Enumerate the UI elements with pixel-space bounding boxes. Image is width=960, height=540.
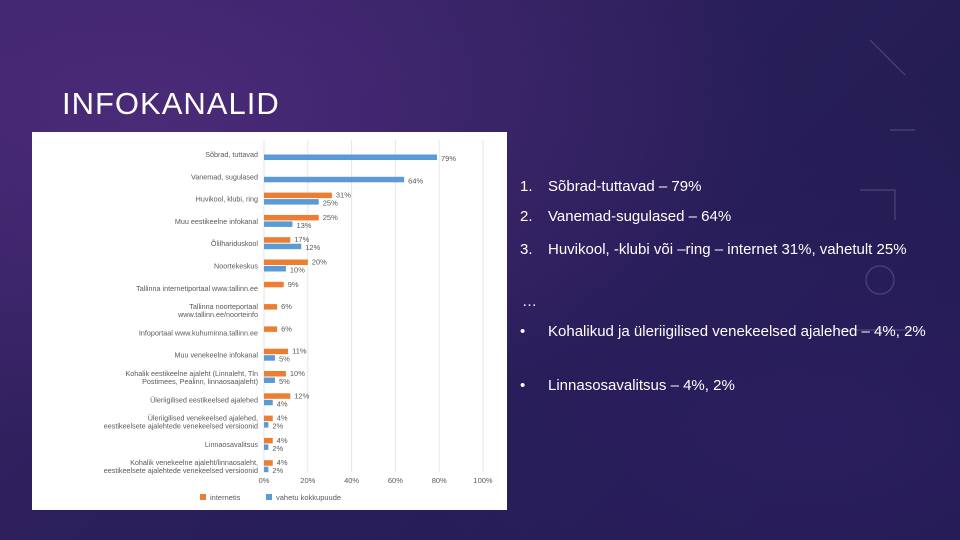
category-label: Noortekeskus [214,262,258,271]
x-tick-label: 100% [473,476,493,485]
bar-vahetu [264,399,273,406]
category-label: Üleriigilised venekeelsed ajalehed, eesti… [104,414,258,431]
x-tick-label: 0% [259,476,270,485]
data-label-internetis: 31% [336,191,351,200]
bar-vahetu [264,422,269,428]
data-label-internetis: 20% [312,258,327,267]
data-label-vahetu: 64% [408,176,423,185]
data-label-vahetu: 79% [441,154,456,163]
bar-vahetu [264,444,269,450]
data-label-vahetu: 2% [272,422,283,431]
item-text: Linnasosavalitsus – 4%, 2% [548,377,735,394]
bar-internetis [264,259,308,265]
item-text: Huvikool, -klubi või –ring – internet 31… [548,241,907,258]
bar-chart: Sõbrad, tuttavad 79% Vanemad, sugulased 64%… [104,140,493,502]
data-label-internetis: 11% [292,347,307,356]
data-label-vahetu: 10% [290,266,305,275]
x-tick-label: 80% [432,476,447,485]
bar-internetis [264,326,278,332]
bar-internetis [264,371,286,377]
data-label-vahetu: 25% [323,199,338,208]
data-label-vahetu: 13% [296,221,311,230]
data-label-internetis: 4% [277,436,288,445]
bar-internetis [264,437,273,444]
bar-internetis [264,393,291,399]
data-label-internetis: 12% [294,391,309,400]
category-label: Kohalik eestikeelne ajaleht (Linnaleht, … [125,369,258,386]
bar-internetis [264,192,332,199]
item-text: Vanemad-sugulased – 64% [548,208,732,225]
bar-internetis [264,214,319,221]
decorative-graphics [840,39,915,331]
data-label-vahetu: 4% [277,399,288,408]
category-label: Tallinna internetiportaal www.tallinn.ee [136,284,258,293]
item-number: 2. [520,208,533,225]
legend-label-vahetu: vahetu kokkupuude [276,493,341,502]
category-label: Infoportaal www.kuhuminna.tallinn.ee [139,328,258,337]
item-number: 3. [520,241,533,258]
category-label: Sõbrad, tuttavad [205,150,258,159]
bar-vahetu [264,355,275,361]
ellipsis: … [522,293,537,310]
legend-label-internetis: internetis [210,493,241,502]
bar-internetis [264,281,284,288]
data-label-vahetu: 2% [272,444,283,453]
category-label: Kohalik venekeelne ajaleht/linnaosaleht,… [104,458,258,475]
item-text: Sõbrad-tuttavad – 79% [548,178,702,195]
category-label: Huvikool, klubi, ring [196,195,258,204]
data-label-internetis: 4% [277,458,288,467]
category-label: Üleriigilised eestikeelsed ajalehed [150,395,258,404]
data-label-internetis: 17% [294,235,309,244]
category-label: Linnaosavalitsus [205,440,259,449]
data-label-vahetu: 5% [279,377,290,386]
bar-vahetu [264,221,293,227]
item-text: Kohalikud ja üleriigilised venekeelsed a… [548,323,926,340]
category-label: Vanemad, sugulased [191,172,258,181]
category-label: Tallinna noorteportaal www.tallinn.ee/noo… [177,302,258,319]
bar-vahetu [264,154,438,160]
slide-title: INFOKANALID [62,86,280,121]
x-tick-label: 60% [388,476,403,485]
data-label-internetis: 4% [277,414,288,423]
bar-internetis [264,415,273,422]
bar-vahetu [264,199,319,205]
data-label-internetis: 6% [281,324,292,333]
bar-internetis [264,237,291,243]
chart-panel: Sõbrad, tuttavad 79% Vanemad, sugulased 64%… [32,132,507,510]
bar-vahetu [264,176,405,183]
bar-vahetu [264,377,275,383]
item-number: 1. [520,178,533,195]
category-label: Muu venekeelne infokanal [174,351,258,360]
bar-internetis [264,304,278,310]
bullet-dot: • [520,377,526,394]
data-label-internetis: 25% [323,213,338,222]
data-label-internetis: 6% [281,302,292,311]
legend-swatch-internetis [200,494,206,500]
x-tick-label: 40% [344,476,359,485]
data-label-internetis: 10% [290,369,305,378]
data-label-vahetu: 5% [279,355,290,364]
data-label-vahetu: 2% [272,466,283,475]
category-label: Muu eestikeelne infokanal [175,217,259,226]
data-label-internetis: 9% [288,280,299,289]
bar-vahetu [264,243,302,250]
bar-vahetu [264,466,269,473]
category-label: Õlilhariduskool [211,239,259,248]
data-label-vahetu: 12% [305,243,320,252]
x-tick-label: 20% [300,476,315,485]
bar-internetis [264,460,273,466]
bar-vahetu [264,266,286,272]
legend-swatch-vahetu [266,494,272,500]
bullet-dot: • [520,323,526,340]
bar-internetis [264,348,289,355]
